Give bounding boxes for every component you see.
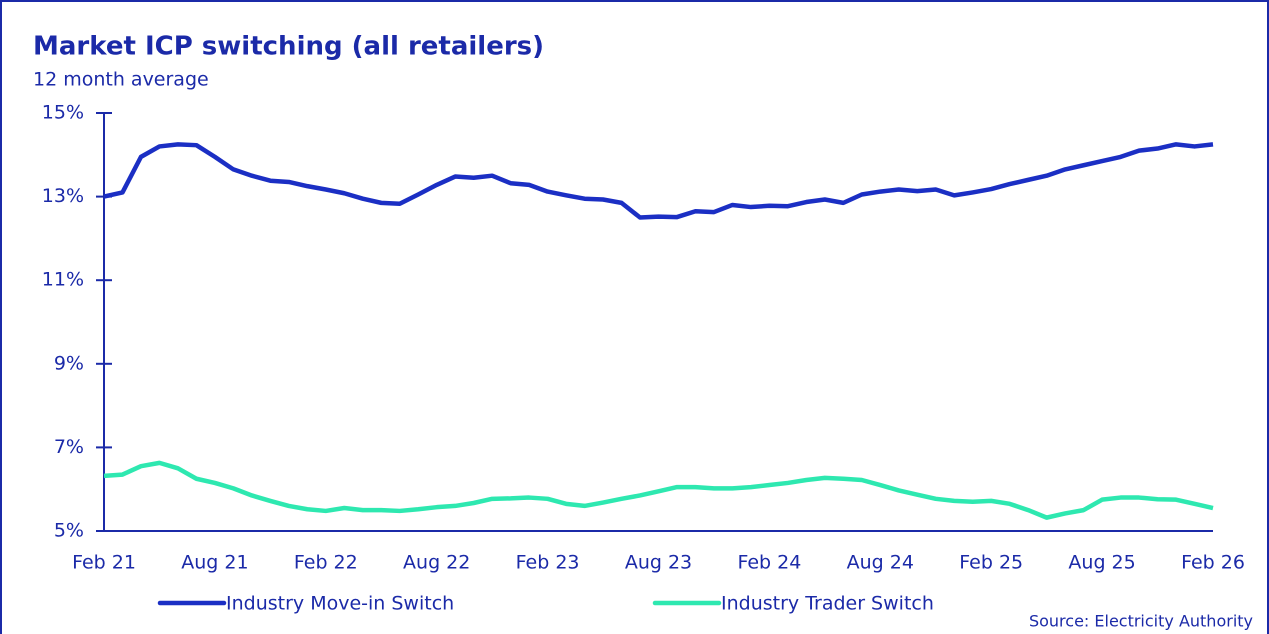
x-tick-label: Aug 23 (625, 552, 692, 574)
source: Source: Electricity Authority (1029, 612, 1253, 631)
series-line (103, 460, 1214, 520)
x-tick-label: Aug 21 (181, 552, 248, 574)
chart-subtitle: 12 month average (33, 69, 209, 91)
x-tick-label: Feb 24 (737, 552, 801, 574)
y-tick-label: 7% (54, 436, 84, 458)
y-tick-label: 13% (42, 185, 84, 207)
y-tick-label: 5% (54, 520, 84, 542)
legend-label: Industry Move-in Switch (226, 593, 454, 615)
chart-title: Market ICP switching (all retailers) (33, 32, 544, 62)
legend-label: Industry Trader Switch (721, 593, 934, 615)
y-tick-label: 15% (42, 102, 84, 124)
x-tick-label: Aug 24 (847, 552, 914, 574)
x-tick-label: Aug 25 (1068, 552, 1135, 574)
x-tick-label: Feb 26 (1181, 552, 1245, 574)
x-tick-label: Feb 21 (72, 552, 136, 574)
x-tick-label: Feb 25 (959, 552, 1023, 574)
x-tick-label: Feb 23 (516, 552, 580, 574)
series-line (103, 142, 1214, 220)
x-tick-label: Feb 22 (294, 552, 358, 574)
y-tick-label: 11% (42, 269, 84, 291)
x-tick-label: Aug 22 (403, 552, 470, 574)
y-tick-label: 9% (54, 352, 84, 374)
